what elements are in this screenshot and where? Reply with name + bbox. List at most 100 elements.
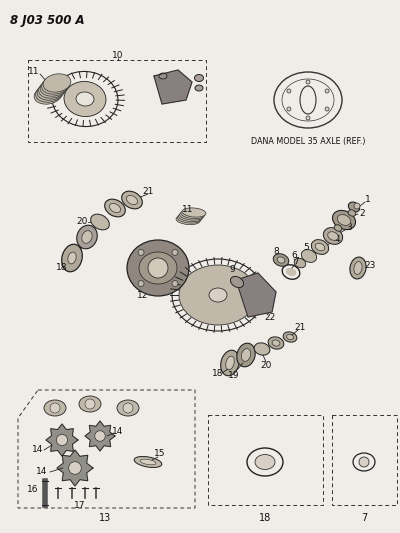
- Circle shape: [172, 249, 178, 255]
- Circle shape: [50, 403, 60, 413]
- Ellipse shape: [181, 209, 205, 219]
- Ellipse shape: [255, 455, 275, 470]
- Text: DANA MODEL 35 AXLE (REF.): DANA MODEL 35 AXLE (REF.): [251, 137, 365, 146]
- Text: 18: 18: [212, 368, 224, 377]
- Ellipse shape: [76, 92, 94, 106]
- Polygon shape: [57, 450, 93, 486]
- Ellipse shape: [334, 225, 342, 231]
- Ellipse shape: [328, 232, 338, 240]
- Text: 10: 10: [112, 52, 124, 61]
- Bar: [28, 60, 206, 142]
- Text: 22: 22: [264, 312, 276, 321]
- Ellipse shape: [226, 356, 234, 370]
- Text: 9: 9: [229, 265, 235, 274]
- Circle shape: [287, 89, 291, 93]
- Ellipse shape: [77, 225, 97, 249]
- Circle shape: [354, 203, 360, 209]
- Circle shape: [325, 107, 329, 111]
- Ellipse shape: [194, 75, 204, 82]
- Ellipse shape: [241, 349, 251, 361]
- Text: 18: 18: [56, 263, 68, 272]
- Ellipse shape: [301, 249, 317, 262]
- Circle shape: [85, 399, 95, 409]
- Bar: [332, 415, 397, 505]
- Circle shape: [138, 249, 144, 255]
- Ellipse shape: [176, 215, 200, 224]
- Ellipse shape: [179, 265, 257, 325]
- Polygon shape: [85, 421, 115, 451]
- Ellipse shape: [180, 211, 204, 220]
- Ellipse shape: [209, 288, 227, 302]
- Bar: [208, 415, 323, 505]
- Circle shape: [95, 431, 105, 441]
- Ellipse shape: [64, 82, 106, 117]
- Ellipse shape: [43, 74, 71, 92]
- Polygon shape: [154, 70, 192, 104]
- Text: 5: 5: [303, 243, 309, 252]
- Circle shape: [148, 258, 168, 278]
- Ellipse shape: [159, 73, 167, 79]
- Ellipse shape: [36, 84, 63, 102]
- Ellipse shape: [134, 456, 162, 467]
- Text: 14: 14: [112, 427, 124, 437]
- Ellipse shape: [230, 277, 244, 288]
- Ellipse shape: [79, 396, 101, 412]
- Circle shape: [138, 280, 144, 287]
- Ellipse shape: [323, 228, 343, 245]
- Text: 13: 13: [99, 513, 111, 523]
- Ellipse shape: [42, 76, 69, 94]
- Text: 12: 12: [137, 290, 149, 300]
- Ellipse shape: [337, 215, 351, 225]
- Ellipse shape: [221, 350, 239, 376]
- Ellipse shape: [117, 400, 139, 416]
- Ellipse shape: [40, 78, 68, 96]
- Text: 20: 20: [260, 360, 272, 369]
- Ellipse shape: [277, 257, 285, 263]
- Ellipse shape: [272, 340, 280, 346]
- Text: 11: 11: [28, 68, 40, 77]
- Circle shape: [325, 89, 329, 93]
- Circle shape: [287, 107, 291, 111]
- Ellipse shape: [105, 199, 125, 217]
- Ellipse shape: [127, 240, 189, 296]
- Ellipse shape: [140, 459, 156, 465]
- Polygon shape: [46, 424, 78, 456]
- Ellipse shape: [62, 244, 82, 272]
- Ellipse shape: [110, 204, 120, 213]
- Text: 16: 16: [27, 486, 39, 495]
- Ellipse shape: [283, 332, 297, 342]
- Ellipse shape: [39, 80, 66, 98]
- Circle shape: [306, 116, 310, 120]
- Ellipse shape: [195, 85, 203, 91]
- Ellipse shape: [122, 191, 142, 209]
- Ellipse shape: [294, 258, 306, 268]
- Text: 7: 7: [293, 257, 299, 266]
- Ellipse shape: [311, 240, 329, 254]
- Text: 2: 2: [359, 208, 365, 217]
- Ellipse shape: [178, 212, 202, 222]
- Ellipse shape: [237, 343, 255, 367]
- Ellipse shape: [182, 208, 206, 217]
- Ellipse shape: [254, 343, 270, 355]
- Text: 23: 23: [364, 261, 376, 270]
- Ellipse shape: [286, 334, 294, 340]
- Ellipse shape: [315, 243, 325, 251]
- Text: 19: 19: [228, 370, 240, 379]
- Ellipse shape: [34, 86, 62, 104]
- Text: 8 J03 500 A: 8 J03 500 A: [10, 14, 85, 27]
- Ellipse shape: [350, 257, 366, 279]
- Ellipse shape: [37, 82, 65, 100]
- Text: 21: 21: [294, 322, 306, 332]
- Text: 14: 14: [32, 446, 44, 455]
- Text: 18: 18: [259, 513, 271, 523]
- Ellipse shape: [44, 400, 66, 416]
- Ellipse shape: [286, 268, 296, 276]
- Circle shape: [306, 80, 310, 84]
- Text: 1: 1: [365, 196, 371, 205]
- Ellipse shape: [82, 231, 92, 244]
- Ellipse shape: [268, 337, 284, 349]
- Ellipse shape: [177, 214, 201, 223]
- Circle shape: [123, 403, 133, 413]
- Ellipse shape: [354, 262, 362, 274]
- Circle shape: [359, 457, 369, 467]
